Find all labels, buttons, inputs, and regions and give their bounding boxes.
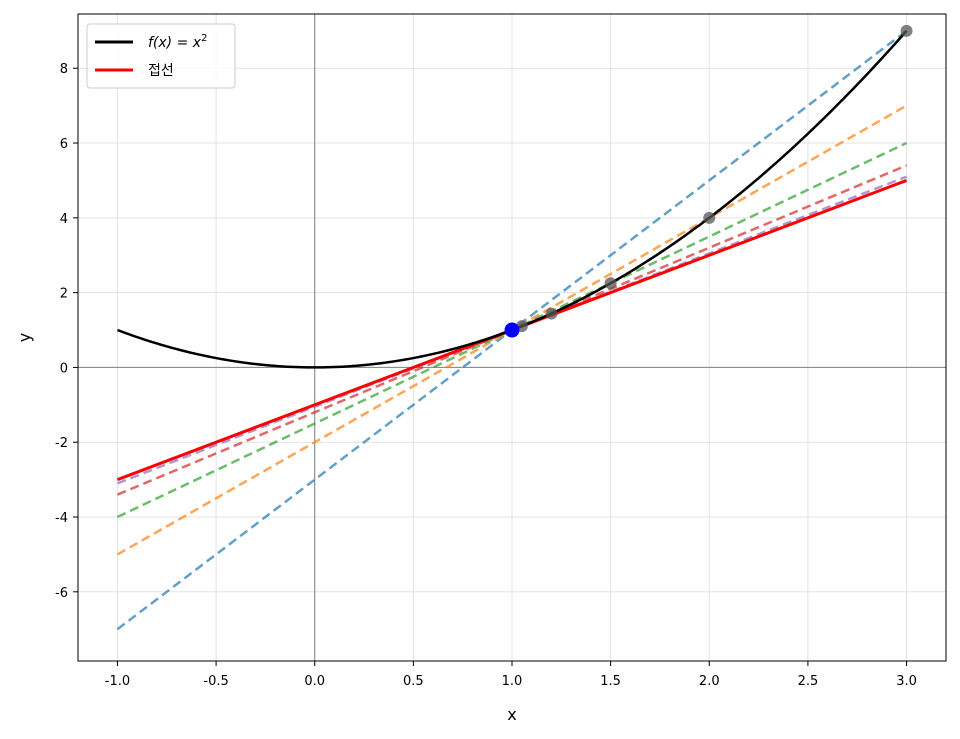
x-tick-label: -0.5 (203, 674, 228, 689)
x-tick-label: 1.0 (502, 674, 523, 689)
ticks: -1.0 -0.5 0.0 0.5 1.0 1.5 2.0 2.5 3.0 -6 -4 -2 0 2 4 6 8 (55, 62, 917, 689)
legend-label-curve-sup: 2 (201, 33, 207, 44)
points-layer (504, 24, 913, 338)
x-tick-label: 0.5 (403, 674, 424, 689)
y-tick-label: 8 (60, 62, 68, 77)
x-tick-label: 2.5 (798, 674, 819, 689)
x-tick-label: 2.0 (699, 674, 720, 689)
y-tick-label: 0 (60, 361, 68, 376)
x-tick-label: -1.0 (105, 674, 130, 689)
y-tick-label: 6 (60, 137, 68, 152)
legend-label-curve: f(x) = x2 (148, 33, 207, 51)
secant-point (604, 277, 617, 290)
legend-box (86, 23, 236, 89)
zero-axis-lines (78, 14, 946, 661)
secant-point (545, 307, 558, 320)
x-tick-label: 1.5 (600, 674, 621, 689)
y-tick-label: -6 (55, 586, 68, 601)
y-tick-label: 2 (60, 287, 68, 302)
tangent-point (504, 322, 520, 338)
x-tick-label: 0.0 (304, 674, 325, 689)
x-tick-label: 3.0 (896, 674, 917, 689)
y-tick-label: 4 (60, 212, 68, 227)
secant-point (900, 24, 913, 37)
y-tick-label: -2 (55, 436, 68, 451)
legend-label-tangent: 접선 (148, 63, 174, 79)
y-tick-label: -4 (55, 511, 68, 526)
y-axis-label: y (15, 333, 34, 342)
legend: f(x) = x2 접선 (86, 23, 236, 89)
x-axis-label: x (507, 705, 516, 724)
secant-point (703, 211, 716, 224)
legend-label-curve-main: f(x) = x (148, 35, 202, 51)
